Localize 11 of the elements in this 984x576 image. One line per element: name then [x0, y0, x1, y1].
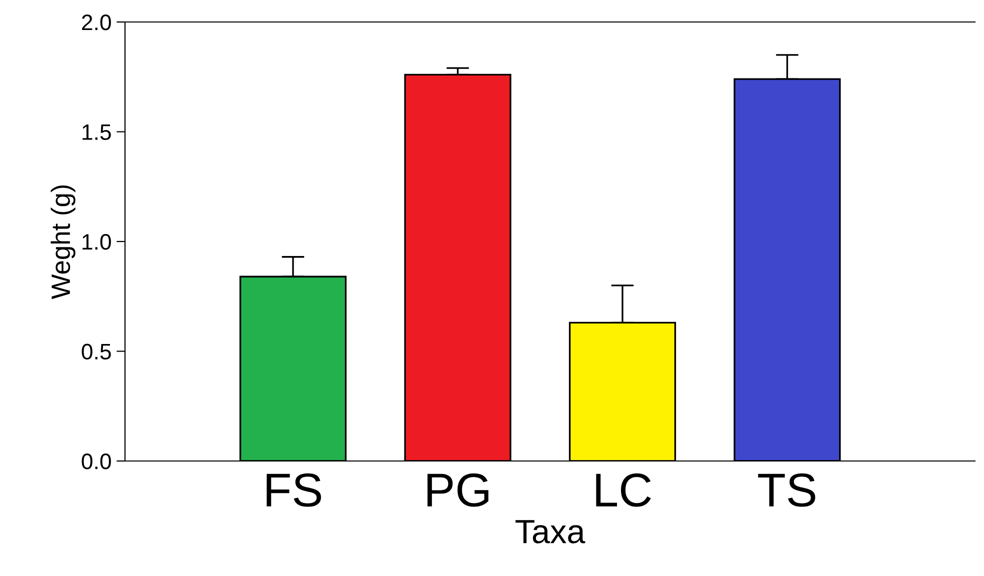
y-tick-label: 1.0	[82, 234, 111, 250]
y-tick-label: 1.5	[82, 124, 111, 140]
x-tick-label: LC	[596, 473, 651, 507]
y-axis-title: Weght (g)	[50, 185, 76, 300]
x-tick-label: FS	[266, 473, 322, 507]
y-tick-label: 0.0	[82, 454, 111, 470]
x-tick-label: PG	[428, 473, 488, 507]
x-axis-title: Taxa	[516, 520, 586, 544]
x-tick-label: TS	[758, 473, 816, 507]
y-tick-label: 2.0	[82, 14, 111, 30]
y-tick-label: 0.5	[82, 344, 111, 360]
